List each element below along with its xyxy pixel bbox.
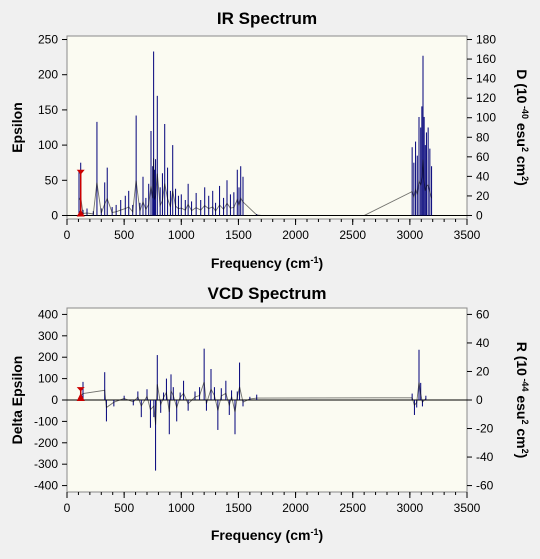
ir-y2-axis-label: D (10 -40 esu2 cm2) — [514, 69, 530, 186]
vcd-spectrum-group — [67, 348, 467, 471]
ir-x-tick-label: 2500 — [339, 228, 366, 242]
vcd-x-tick-label: 2000 — [282, 501, 309, 515]
vcd-y2-axis-label: R (10 -44 esu2 cm2) — [514, 342, 530, 459]
ir-x-tick-label: 0 — [64, 228, 71, 242]
vcd-y-tick-label: -300 — [34, 457, 58, 471]
ir-x-tick-label: 500 — [114, 228, 134, 242]
ir-marker-bottom — [76, 209, 85, 217]
vcd-y2-tick-label: -40 — [476, 450, 494, 464]
vcd-x-tick-label: 2500 — [339, 501, 366, 515]
ir-marker-top — [76, 169, 85, 175]
ir-y-tick-label: 0 — [51, 208, 58, 222]
vcd-y2-tick-label: 60 — [476, 307, 490, 321]
vcd-y2-tick-label: -20 — [476, 422, 494, 436]
vcd-y-tick-label: 200 — [38, 350, 58, 364]
vcd-y2-tick-label: -60 — [476, 479, 494, 493]
vcd-title: VCD Spectrum — [207, 284, 326, 303]
ir-x-tick-label: 3000 — [397, 228, 424, 242]
vcd-y-tick-label: -100 — [34, 414, 58, 428]
ir-y2-tick-label: 120 — [476, 91, 496, 105]
ir-y2-tick-label: 60 — [476, 150, 490, 164]
ir-x-tick-label: 2000 — [282, 228, 309, 242]
vcd-marker-bottom — [76, 393, 85, 401]
vcd-x-tick-label: 0 — [64, 501, 71, 515]
ir-x-axis-label: Frequency (cm-1) — [211, 255, 323, 271]
vcd-x-tick-label: 500 — [114, 501, 134, 515]
ir-y2-tick-label: 180 — [476, 33, 496, 47]
vcd-marker-top — [76, 387, 85, 392]
ir-spectrum-group — [67, 51, 467, 216]
vcd-x-axis-label: Frequency (cm-1) — [211, 527, 323, 543]
ir-y2-tick-label: 140 — [476, 72, 496, 86]
vcd-y-tick-label: -200 — [34, 436, 58, 450]
ir-y2-tick-label: 80 — [476, 130, 490, 144]
ir-x-tick-label: 3500 — [454, 228, 481, 242]
ir-x-tick-label: 1500 — [225, 228, 252, 242]
vcd-x-tick-label: 3000 — [397, 501, 424, 515]
vcd-y2-tick-label: 40 — [476, 336, 490, 350]
ir-x-tick-label: 1000 — [168, 228, 195, 242]
vcd-y-tick-label: 300 — [38, 329, 58, 343]
vcd-envelope-line — [80, 381, 427, 425]
ir-plot-area — [66, 35, 468, 220]
ir-y-tick-label: 50 — [45, 173, 59, 187]
ir-y2-tick-label: 20 — [476, 189, 490, 203]
ir-y2-tick-label: 40 — [476, 169, 490, 183]
ir-y2-tick-label: 100 — [476, 111, 496, 125]
vcd-x-tick-label: 3500 — [454, 501, 481, 515]
ir-envelope-line — [78, 158, 433, 216]
ir-y-tick-label: 200 — [38, 68, 58, 82]
vcd-x-tick-label: 1000 — [168, 501, 195, 515]
vcd-y-tick-label: 400 — [38, 307, 58, 321]
ir-y-tick-label: 150 — [38, 103, 58, 117]
vcd-y-tick-label: 0 — [51, 393, 58, 407]
vcd-x-tick-label: 1500 — [225, 501, 252, 515]
vcd-y2-tick-label: 20 — [476, 364, 490, 378]
ir-y2-tick-label: 160 — [476, 52, 496, 66]
vcd-y-tick-label: 100 — [38, 372, 58, 386]
ir-y-tick-label: 250 — [38, 33, 58, 47]
ir-y-axis-label: Epsilon — [9, 102, 25, 153]
ir-y2-tick-label: 0 — [476, 208, 483, 222]
ir-title: IR Spectrum — [217, 9, 317, 28]
vcd-y-tick-label: -400 — [34, 479, 58, 493]
vcd-y2-tick-label: 0 — [476, 393, 483, 407]
vcd-y-axis-label: Delta Epsilon — [9, 356, 25, 445]
ir-y-tick-label: 100 — [38, 138, 58, 152]
